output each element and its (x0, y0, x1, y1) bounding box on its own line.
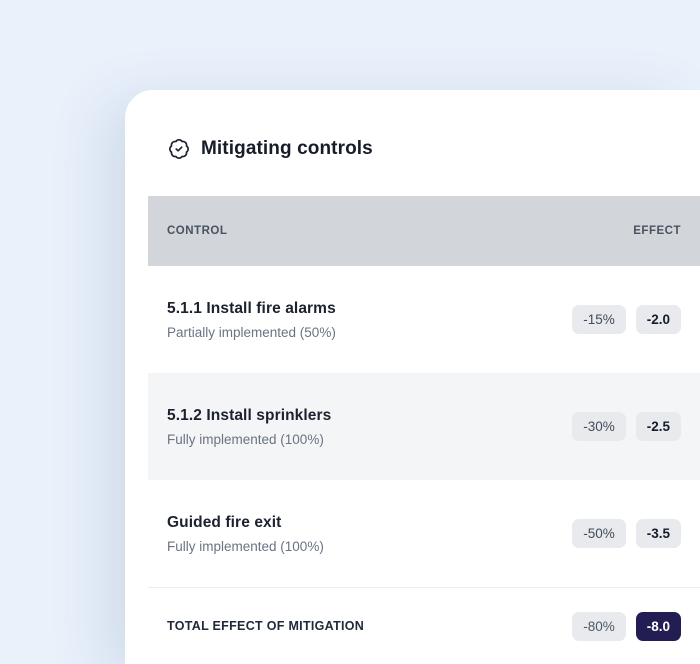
card-header: Mitigating controls (168, 138, 700, 160)
total-effect-badges: -80% -8.0 (572, 611, 681, 641)
effect-value-badge: -2.0 (635, 305, 681, 334)
card-title: Mitigating controls (201, 138, 373, 159)
effect-percent-badge: -50% (572, 519, 626, 548)
control-title: Guided fire exit (167, 513, 282, 531)
table-row-fire-alarms: 5.1.1 Install fire alarms Partially impl… (148, 266, 700, 373)
control-info: 5.1.2 Install sprinklers Fully implement… (167, 407, 331, 447)
control-status: Partially implemented (50%) (167, 324, 336, 340)
total-percent-badge: -80% (572, 611, 626, 641)
control-info: 5.1.1 Install fire alarms Partially impl… (167, 300, 336, 340)
total-row: TOTAL EFFECT OF MITIGATION -80% -8.0 (148, 587, 700, 664)
effect-value-badge: -3.5 (635, 519, 681, 548)
control-info: Guided fire exit Fully implemented (100%… (167, 514, 324, 554)
column-header-control: CONTROL (167, 225, 228, 237)
mitigating-controls-card: Mitigating controls CONTROL EFFECT 5.1.1… (125, 90, 700, 664)
effect-badges: -50% -3.5 (572, 519, 681, 548)
effect-badges: -30% -2.5 (572, 412, 681, 441)
controls-table: CONTROL EFFECT 5.1.1 Install fire alarms… (148, 196, 700, 664)
control-status: Fully implemented (100%) (167, 431, 324, 447)
effect-percent-badge: -30% (572, 412, 626, 441)
total-label: TOTAL EFFECT OF MITIGATION (167, 619, 365, 633)
effect-percent-badge: -15% (572, 305, 626, 334)
total-value-badge: -8.0 (635, 611, 681, 641)
control-title: 5.1.1 Install fire alarms (167, 299, 336, 317)
control-title: 5.1.2 Install sprinklers (167, 406, 332, 424)
badge-check-icon (168, 138, 190, 160)
table-row-sprinklers: 5.1.2 Install sprinklers Fully implement… (148, 373, 700, 480)
effect-value-badge: -2.5 (635, 412, 681, 441)
table-row-guided-fire-exit: Guided fire exit Fully implemented (100%… (148, 480, 700, 587)
table-header-row: CONTROL EFFECT (148, 196, 700, 266)
control-status: Fully implemented (100%) (167, 538, 324, 554)
effect-badges: -15% -2.0 (572, 305, 681, 334)
column-header-effect: EFFECT (633, 225, 681, 237)
